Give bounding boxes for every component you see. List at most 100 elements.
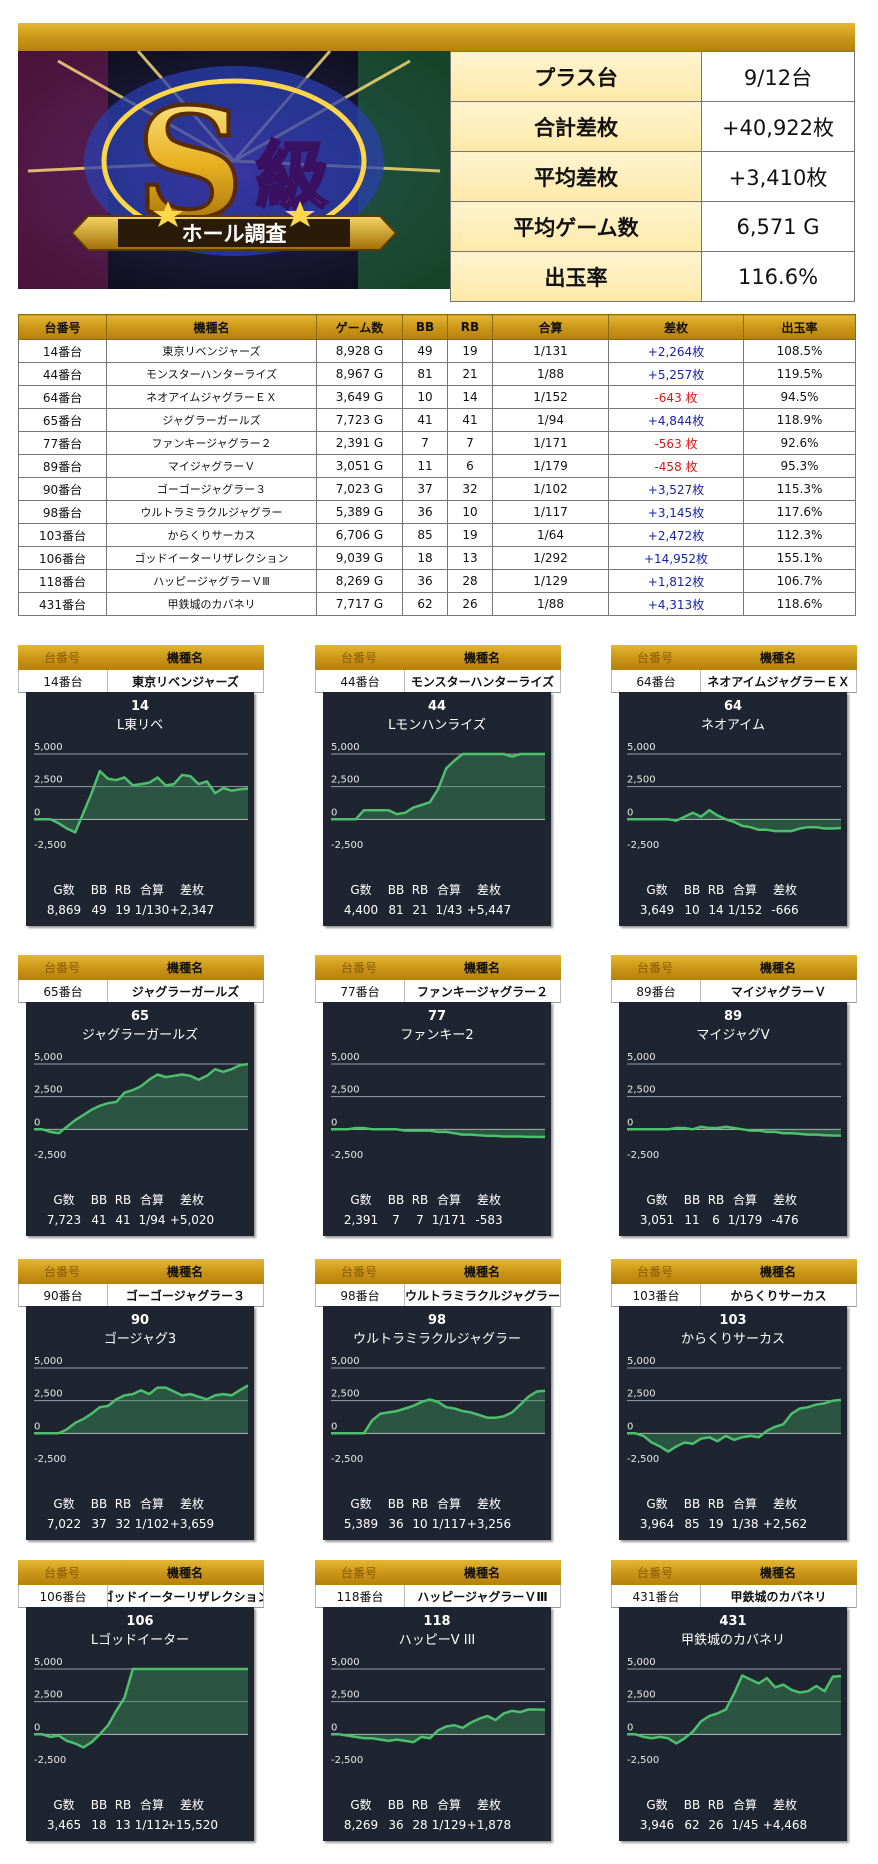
y-tick-label: -2,500 xyxy=(331,1454,363,1465)
stat-value: 41 xyxy=(91,1213,106,1227)
cell-no: 103番台 xyxy=(18,523,107,547)
card-machine-no: 90番台 xyxy=(19,1284,108,1306)
y-tick-label: -2,500 xyxy=(627,1755,659,1766)
cell-diff: +14,952枚 xyxy=(608,546,744,570)
summary-value: 6,571 G xyxy=(701,201,855,252)
series-line xyxy=(34,1384,249,1435)
cell-diff: -458 枚 xyxy=(608,454,744,478)
stat-value: 26 xyxy=(708,1818,723,1832)
card-machine-name: 甲鉄城のカバネリ xyxy=(730,1589,827,1604)
stat-label: 合算 xyxy=(733,1797,757,1812)
y-tick-label: 5,000 xyxy=(331,1356,360,1367)
y-tick-label: 0 xyxy=(331,1722,337,1733)
cell-rate: 117.6% xyxy=(743,500,856,524)
y-tick-label: 0 xyxy=(331,1117,337,1128)
summary-label: 平均ゲーム数 xyxy=(450,201,702,252)
graph-svg: 98 ウルトラミラクルジャグラー 5,000 2,500 0 -2,500 G数 5,389 B… xyxy=(331,1313,546,1531)
stat-value: 1/45 xyxy=(732,1818,759,1832)
chart-title: 甲鉄城のカバネリ xyxy=(681,1633,785,1648)
card-values: 89番台 マイジャグラーＶ xyxy=(611,980,857,1003)
card-machine-name: ファンキージャグラー２ xyxy=(416,984,549,999)
table-row: 103番台 からくりサーカス 6,706 G 85 19 1/64 +2,472枚 112.3… xyxy=(18,523,856,547)
cell-rb: 13 xyxy=(447,546,493,570)
stat-value: 36 xyxy=(388,1517,403,1531)
series-area xyxy=(34,1669,248,1748)
series-line xyxy=(331,1389,546,1435)
stat-value: +15,520 xyxy=(166,1818,218,1832)
card-machine-no: 65番台 xyxy=(19,980,108,1002)
card-header-no: 台番号 xyxy=(636,651,673,665)
stat-label: RB xyxy=(412,883,429,897)
stat-label: 差枚 xyxy=(773,1192,797,1207)
cell-games: 7,023 G xyxy=(316,477,403,501)
table-row: 44番台 モンスターハンターライズ 8,967 G 81 21 1/88 +5,257枚 11… xyxy=(18,362,856,386)
y-tick-label: 2,500 xyxy=(627,1085,656,1096)
series-line xyxy=(331,752,545,821)
cell-bb: 11 xyxy=(402,454,448,478)
stat-label: 差枚 xyxy=(477,882,501,897)
stat-value: +1,878 xyxy=(467,1818,511,1832)
y-tick-label: 5,000 xyxy=(331,1657,360,1668)
table-row: 77番台 ファンキージャグラー２ 2,391 G 7 7 1/171 -563 枚 92.6% xyxy=(18,431,856,455)
cell-rb: 14 xyxy=(447,385,493,409)
summary-row: 合計差枚 +40,922枚 xyxy=(450,101,855,152)
stat-value: -666 xyxy=(771,903,798,917)
card-header-no: 台番号 xyxy=(340,961,377,975)
y-tick-label: 0 xyxy=(34,1722,40,1733)
series-area xyxy=(331,1390,545,1434)
y-tick-label: 2,500 xyxy=(627,1690,656,1701)
stat-label: BB xyxy=(388,883,404,897)
series-area xyxy=(331,754,545,820)
card-header-no: 台番号 xyxy=(636,1265,673,1279)
chart-title: Lゴッドイーター xyxy=(91,1632,189,1648)
y-tick-label: 5,000 xyxy=(627,1356,656,1367)
y-tick-label: 0 xyxy=(627,1117,633,1128)
stat-value: 1/102 xyxy=(135,1517,170,1531)
chart-number: 65 xyxy=(131,1009,149,1024)
series-area xyxy=(331,1709,545,1743)
stat-value: 2,391 xyxy=(344,1213,378,1227)
stat-value: 3,964 xyxy=(640,1517,674,1531)
graph-svg: 44 Lモンハンライズ 5,000 2,500 0 -2,500 G数 4,400 BB 81 RB… xyxy=(331,699,545,917)
chart-panel: 64 ネオアイム 5,000 2,500 0 -2,500 G数 3,649 BB 10 RB 14 合… xyxy=(619,692,847,926)
stat-value: 81 xyxy=(388,903,403,917)
y-tick-label: 2,500 xyxy=(331,1690,360,1701)
machine-chart-card: 台番号 機種名 64番台 ネオアイムジャグラーＥＸ 64 ネオアイム 5,000 2,500 0… xyxy=(611,645,857,926)
y-tick-label: -2,500 xyxy=(34,1454,66,1465)
cell-gassan: 1/179 xyxy=(492,454,609,478)
y-tick-label: 2,500 xyxy=(34,1085,63,1096)
stat-label: 合算 xyxy=(140,1496,164,1511)
card-header-name: 機種名 xyxy=(759,1265,796,1279)
y-tick-label: 5,000 xyxy=(34,742,63,753)
cell-no: 64番台 xyxy=(18,385,107,409)
y-tick-label: 2,500 xyxy=(34,1389,63,1400)
card-machine-name: 東京リベンジャーズ xyxy=(132,674,239,689)
column-header: 合算 xyxy=(492,314,609,340)
machine-data-table: 台番号 機種名 ゲーム数 BB RB 合算 差枚 出玉率 14番台 東京リベンジャーズ 8,928… xyxy=(18,314,856,616)
stat-label: BB xyxy=(684,1193,700,1207)
cell-rb: 19 xyxy=(447,339,493,363)
stat-label: G数 xyxy=(646,1797,667,1812)
y-tick-label: 5,000 xyxy=(331,742,360,753)
stat-value: 36 xyxy=(388,1818,403,1832)
cell-name: ウルトラミラクルジャグラー xyxy=(106,500,317,524)
cell-bb: 85 xyxy=(402,523,448,547)
card-header-name: 機種名 xyxy=(463,961,500,975)
cell-bb: 81 xyxy=(402,362,448,386)
chart-number: 89 xyxy=(724,1009,742,1024)
card-header: 台番号 機種名 xyxy=(18,645,264,670)
summary-label: 出玉率 xyxy=(450,251,702,302)
card-header-no: 台番号 xyxy=(636,961,673,975)
cell-gassan: 1/292 xyxy=(492,546,609,570)
stat-value: 1/94 xyxy=(139,1213,166,1227)
cell-games: 3,051 G xyxy=(316,454,403,478)
stat-label: 差枚 xyxy=(477,1797,501,1812)
cell-diff: -643 枚 xyxy=(608,385,744,409)
card-values: 14番台 東京リベンジャーズ xyxy=(18,670,264,693)
chart-number: 103 xyxy=(719,1313,746,1328)
y-tick-label: -2,500 xyxy=(331,1755,363,1766)
stat-value: 11 xyxy=(684,1213,699,1227)
card-values: 106番台 ゴッドイーターリザレクション xyxy=(18,1585,264,1608)
y-tick-label: 0 xyxy=(627,807,633,818)
table-row: 64番台 ネオアイムジャグラーＥＸ 3,649 G 10 14 1/152 -643 枚 94… xyxy=(18,385,856,409)
